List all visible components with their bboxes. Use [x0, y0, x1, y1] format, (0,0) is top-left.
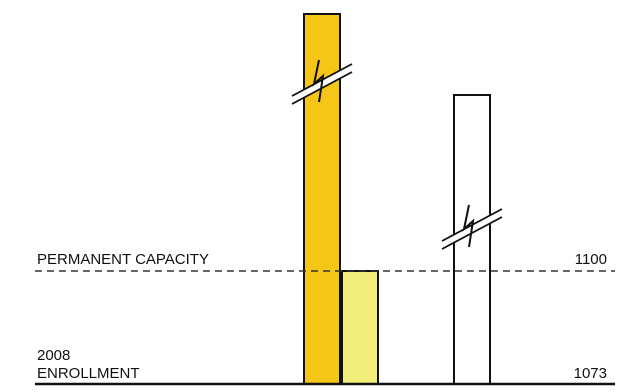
enrollment-value: 1073: [574, 365, 607, 382]
bar-2: [341, 270, 379, 385]
enrollment-label: ENROLLMENT: [37, 365, 140, 382]
enrollment-year-label: 2008: [37, 347, 70, 364]
permanent-capacity-value: 1100: [575, 251, 607, 268]
axis-break-3: [441, 204, 503, 250]
bars-layer: [303, 13, 491, 385]
axis-break-1: [291, 59, 353, 105]
permanent-capacity-label: PERMANENT CAPACITY: [37, 251, 209, 268]
bar-1: [303, 13, 341, 385]
axis-breaks-layer: [291, 59, 503, 250]
